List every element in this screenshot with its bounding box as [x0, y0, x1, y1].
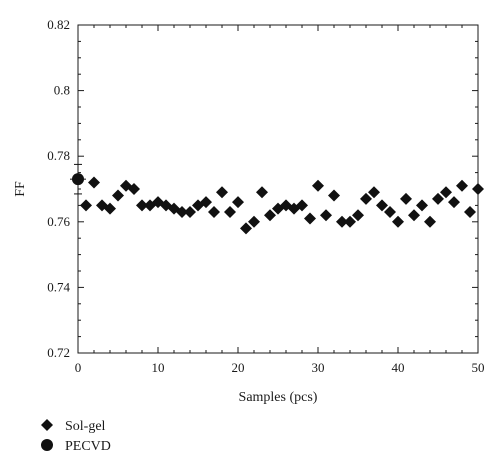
sol-gel-point [312, 179, 324, 192]
sol-gel-point [424, 215, 436, 228]
x-axis-label: Samples (pcs) [239, 390, 318, 405]
sol-gel-point [112, 189, 124, 202]
sol-gel-point [472, 183, 484, 195]
sol-gel-point [408, 209, 420, 222]
sol-gel-point [240, 222, 252, 235]
sol-gel-point [184, 205, 196, 218]
sol-gel-point [208, 205, 220, 218]
x-tick-label: 0 [75, 360, 82, 375]
sol-gel-point [296, 199, 308, 212]
sol-gel-point [440, 186, 452, 199]
sol-gel-point [176, 205, 188, 218]
x-tick-label: 30 [312, 360, 325, 375]
legend-label: Sol-gel [65, 419, 106, 434]
x-tick-label: 10 [152, 360, 165, 375]
sol-gel-point [400, 192, 412, 205]
sol-gel-point [464, 205, 476, 218]
legend-circle-icon [41, 439, 53, 451]
y-tick-label: 0.82 [47, 17, 70, 32]
legend-diamond-icon [41, 419, 53, 431]
sol-gel-point [264, 209, 276, 222]
sol-gel-point [336, 215, 348, 228]
sol-gel-point [352, 209, 364, 222]
y-tick-label: 0.74 [47, 279, 70, 294]
sol-gel-point [304, 212, 316, 225]
legend-label: PECVD [65, 439, 111, 454]
sol-gel-point [456, 179, 468, 192]
sol-gel-point [136, 199, 148, 212]
sol-gel-point [392, 215, 404, 228]
y-tick-label: 0.8 [54, 83, 70, 98]
sol-gel-point [360, 192, 372, 205]
sol-gel-point [328, 189, 340, 202]
legend: Sol-gel PECVD [41, 419, 111, 454]
sol-gel-point [416, 199, 428, 212]
y-tick-label: 0.72 [47, 345, 70, 360]
sol-gel-point [376, 199, 388, 212]
x-tick-label: 50 [472, 360, 485, 375]
sol-gel-point [248, 215, 260, 228]
y-tick-label: 0.78 [47, 148, 70, 163]
sol-gel-point [200, 196, 212, 209]
x-tick-label: 20 [232, 360, 245, 375]
sol-gel-point [384, 205, 396, 218]
sol-gel-point [448, 196, 460, 209]
y-axis-label: FF [13, 181, 28, 197]
x-tick-label: 40 [392, 360, 405, 375]
sol-gel-point [80, 199, 92, 212]
sol-gel-point [104, 202, 116, 215]
sol-gel-point [128, 183, 140, 195]
data-marks [70, 163, 484, 235]
sol-gel-point [224, 205, 236, 218]
pecvd-point [72, 173, 84, 186]
sol-gel-point [344, 215, 356, 228]
sol-gel-point [432, 192, 444, 205]
sol-gel-point [368, 186, 380, 199]
tick-labels: 0 10 20 30 40 50 0.72 0.74 0.76 0.78 0.8 0.82 [47, 17, 484, 375]
sol-gel-point [320, 209, 332, 222]
sol-gel-point [232, 196, 244, 209]
sol-gel-point [256, 186, 268, 199]
sol-gel-point [88, 176, 100, 189]
y-tick-label: 0.76 [47, 214, 70, 229]
sol-gel-point [216, 186, 228, 199]
